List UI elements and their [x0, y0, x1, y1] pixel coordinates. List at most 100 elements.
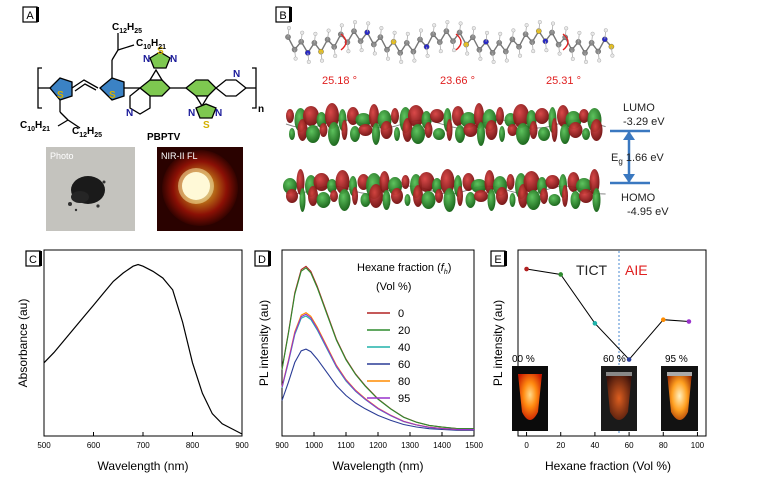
panel-e-letter: E — [494, 254, 501, 266]
d-tick-label-1400: 1400 — [433, 441, 451, 450]
tube-photo-60: 60 % — [601, 354, 637, 431]
orbital-lobe — [560, 124, 570, 144]
orbital-lobe — [477, 122, 485, 146]
atom-h — [603, 28, 608, 33]
orbital-lobe — [338, 189, 351, 211]
atom-h — [537, 20, 542, 25]
atom-h — [353, 20, 358, 25]
homo-orbital — [283, 169, 606, 212]
orbital-lobe — [485, 120, 498, 140]
orbital-lobe — [523, 171, 540, 193]
atom-h — [504, 58, 509, 63]
legend-label-20: 20 — [398, 325, 410, 337]
absorbance-curve — [43, 263, 243, 435]
orbital-lobe — [352, 187, 358, 205]
legend-label-0: 0 — [398, 308, 404, 320]
orbital-lobe — [424, 122, 433, 138]
orbital-lobe — [360, 193, 371, 207]
atom-h — [405, 31, 410, 36]
pl-trend-line — [526, 268, 689, 361]
orbital-lobe — [433, 128, 445, 140]
atom-h — [557, 51, 562, 56]
orbital-lobe — [496, 187, 508, 205]
tict-label: TICT — [576, 262, 608, 278]
orbital-lobe — [465, 192, 476, 208]
atom-h — [577, 30, 582, 35]
optimized-geometry — [285, 20, 615, 64]
orbital-lobe — [404, 194, 411, 206]
atom-h — [610, 53, 615, 58]
c-tick-label-600: 600 — [87, 441, 101, 450]
legend-label-95: 95 — [398, 393, 410, 405]
e-tick-label-60: 60 — [625, 441, 634, 450]
pl-spectrum-40 — [281, 315, 474, 431]
pl-point-20 — [558, 272, 564, 277]
orbital-lobe — [529, 121, 538, 139]
d-tick-label-1200: 1200 — [369, 441, 387, 450]
atom-h — [544, 48, 549, 53]
orbital-lobe — [418, 172, 435, 192]
atom-n-6: N — [233, 69, 240, 80]
orbital-lobe — [474, 190, 488, 202]
repeat-unit-n: n — [258, 104, 264, 115]
e-tick-label-40: 40 — [590, 441, 599, 450]
atom-s-1: S — [57, 90, 64, 101]
orbital-lobe — [562, 185, 568, 207]
pl-point-40 — [592, 321, 598, 326]
orbital-lobe — [496, 107, 504, 125]
legend: 0 20 40 60 80 95 — [367, 308, 410, 405]
d-tick-label-900: 900 — [275, 441, 289, 450]
y-axis-label: Absorbance (au) — [16, 299, 30, 388]
atom-h — [399, 59, 404, 64]
dihedral-arc-3 — [562, 33, 569, 51]
atom-h — [438, 49, 443, 54]
orbital-lobe — [443, 188, 456, 212]
orbital-lobe — [313, 173, 330, 191]
orbital-lobe — [328, 122, 340, 146]
atom-n-5: N — [215, 108, 222, 119]
tube-photo-label-95: 95 % — [665, 354, 688, 365]
pl-point-60 — [626, 357, 632, 362]
orbital-lobe — [551, 118, 558, 142]
orbital-lobe — [435, 189, 443, 203]
y-axis-label: PL intensity (au) — [491, 300, 505, 386]
legend-label-40: 40 — [398, 342, 410, 354]
orbital-lobe — [579, 109, 589, 123]
c-tick-label-500: 500 — [37, 441, 51, 450]
panel-a-letter: A — [26, 10, 34, 22]
orbital-lobe — [592, 188, 601, 212]
orbital-lobe — [391, 188, 403, 204]
atom-h — [392, 30, 397, 35]
y-axis-label: PL intensity (au) — [257, 300, 271, 386]
atom-h — [524, 23, 529, 28]
orbital-lobe — [471, 179, 487, 193]
panel-d-letter: D — [258, 254, 266, 266]
atom-h — [339, 23, 344, 28]
orbital-lobe — [327, 179, 337, 193]
orbital-lobe — [507, 124, 518, 136]
dihedral-angles: 25.18 ° 23.66 ° 25.31 ° — [322, 75, 581, 87]
atom-h — [511, 28, 516, 33]
orbital-lobe — [590, 119, 603, 141]
atom-h — [359, 48, 364, 53]
atom-h — [346, 49, 351, 54]
d-tick-label-1300: 1300 — [401, 441, 419, 450]
e-tick-label-80: 80 — [659, 441, 668, 450]
atom-h — [300, 30, 305, 35]
photo-image: Photo — [46, 147, 135, 231]
orbital-lobe — [286, 189, 298, 203]
orbital-lobe — [408, 105, 424, 127]
atom-h — [425, 53, 430, 58]
atom-h — [485, 30, 490, 35]
pl-point-80 — [660, 317, 666, 323]
orbital-lobe — [299, 188, 306, 212]
c-tick-label-800: 800 — [186, 441, 200, 450]
atom-n-2: N — [170, 54, 177, 65]
atom-h — [531, 49, 536, 54]
orbital-lobe — [518, 184, 528, 208]
atom-h — [478, 56, 483, 61]
substituent-bottom-left: C10H21 — [20, 120, 50, 133]
e-tick-label-0: 0 — [524, 441, 529, 450]
orbital-lobe — [289, 128, 295, 140]
orbital-lobe — [538, 127, 550, 141]
